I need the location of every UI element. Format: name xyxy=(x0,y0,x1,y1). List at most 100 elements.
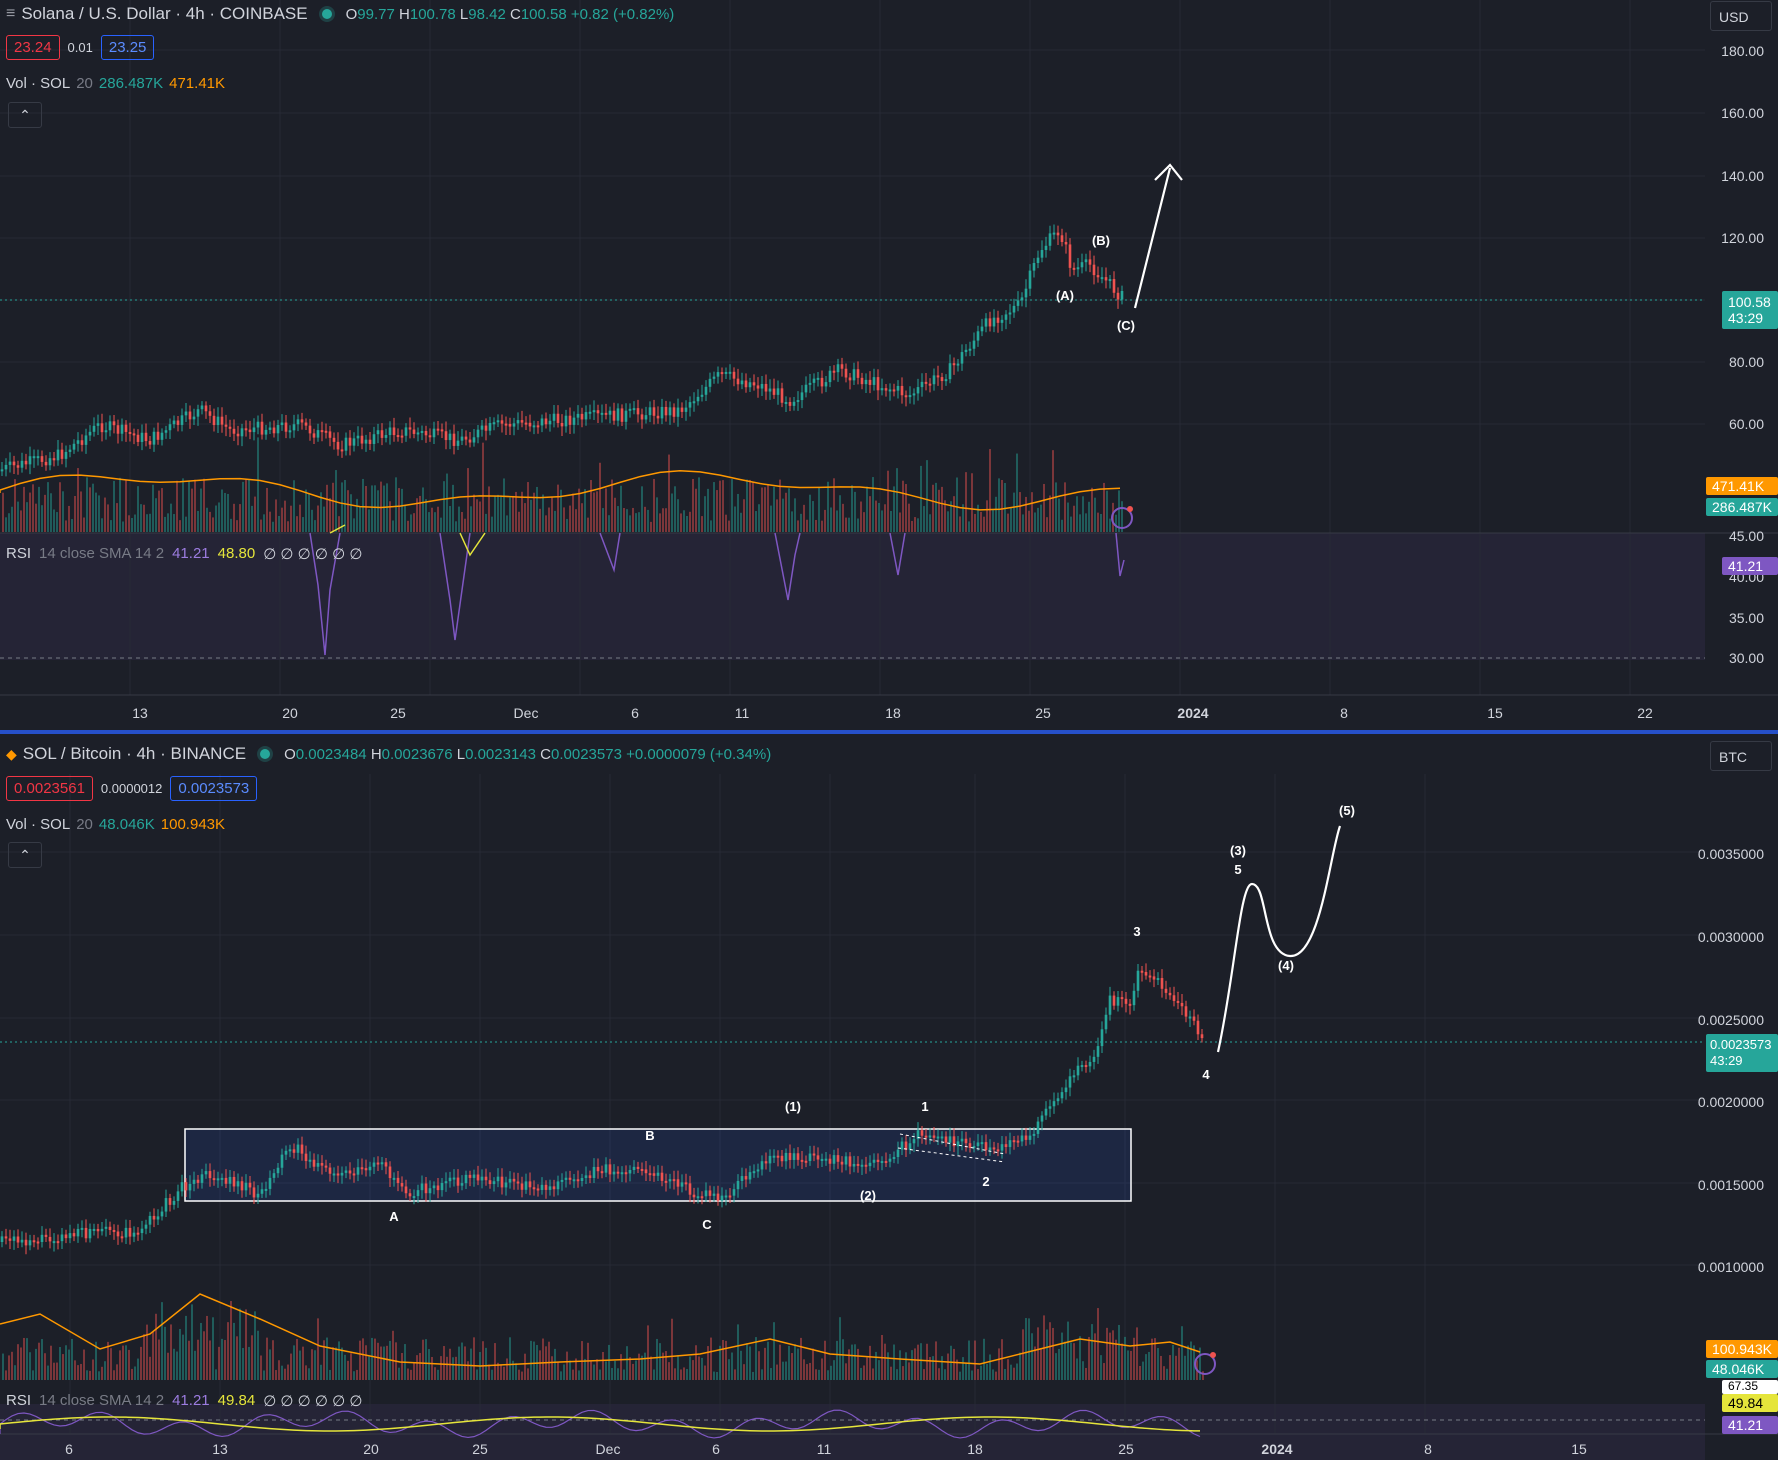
candle xyxy=(280,422,284,426)
candle xyxy=(1044,245,1048,251)
volume-bar xyxy=(695,1345,697,1380)
volume-bar xyxy=(269,511,271,532)
collapse-legend-button[interactable]: ⌃ xyxy=(8,102,42,128)
buy-price-button[interactable]: 0.0023573 xyxy=(170,776,258,801)
volume-bar xyxy=(11,1351,13,1380)
sell-price-button[interactable]: 23.24 xyxy=(6,35,60,60)
wave-label: (2) xyxy=(860,1188,876,1203)
volume-bar xyxy=(809,494,811,532)
candle xyxy=(372,1162,376,1167)
candle xyxy=(608,410,612,415)
candle xyxy=(636,1166,640,1169)
symbol-legend[interactable]: ≡ Solana / U.S. Dollar · 4h · COINBASE O… xyxy=(6,4,674,24)
candle xyxy=(908,1143,912,1150)
volume-bar xyxy=(584,489,586,532)
candle xyxy=(1032,262,1036,271)
candle xyxy=(616,408,620,421)
volume-bar xyxy=(635,513,637,532)
volume-bar xyxy=(575,509,577,532)
candle xyxy=(232,428,236,434)
candle xyxy=(684,407,688,412)
volume-bar xyxy=(521,491,523,532)
volume-bar xyxy=(356,1369,358,1380)
volume-bar xyxy=(50,493,52,532)
price-axis-label: 35.00 xyxy=(1728,610,1764,626)
candle xyxy=(80,440,84,445)
symbol-legend[interactable]: ◆ SOL / Bitcoin · 4h · BINANCE O0.002348… xyxy=(6,744,771,764)
volume-bar xyxy=(1010,1364,1012,1380)
candle xyxy=(640,414,644,420)
chart-pane-sol-btc[interactable]: A B C (1) (2) 1 2 3 4 (3) 5 (4) (5) ◆ SOL / Bitcoin … xyxy=(0,734,1778,1460)
rsi-legend[interactable]: RSI 14 close SMA 14 2 41.21 48.80 ∅ ∅ ∅ … xyxy=(6,545,363,563)
volume-bar xyxy=(194,479,196,532)
time-axis-label: 13 xyxy=(212,1441,228,1457)
buy-price-button[interactable]: 23.25 xyxy=(100,35,155,60)
volume-bar xyxy=(632,507,634,532)
volume-bar xyxy=(107,504,109,532)
wave-label: (C) xyxy=(1117,318,1135,333)
currency-selector[interactable]: USD xyxy=(1710,1,1772,31)
volume-bar xyxy=(725,514,727,532)
candle xyxy=(1028,270,1032,289)
volume-bar xyxy=(674,486,676,532)
volume-bar xyxy=(626,1346,628,1380)
rsi-legend[interactable]: RSI 14 close SMA 14 2 41.21 49.84 ∅ ∅ ∅ … xyxy=(6,1392,363,1410)
currency-selector[interactable]: BTC xyxy=(1710,741,1772,771)
volume-legend[interactable]: Vol · SOL 20 48.046K 100.943K xyxy=(6,816,226,833)
volume-bar xyxy=(1145,1354,1147,1380)
candle xyxy=(476,429,480,438)
candle xyxy=(140,1228,144,1234)
volume-bar xyxy=(1022,1329,1024,1380)
candle xyxy=(792,401,796,406)
volume-bar xyxy=(1049,495,1051,532)
volume-legend[interactable]: Vol · SOL 20 286.487K 471.41K xyxy=(6,75,226,92)
volume-bar xyxy=(1079,514,1081,532)
pane-separator[interactable] xyxy=(0,730,1778,734)
volume-tag: 286.487K xyxy=(1706,498,1778,516)
volume-bar xyxy=(551,497,553,532)
candle xyxy=(1152,976,1156,980)
collapse-legend-button[interactable]: ⌃ xyxy=(8,842,42,868)
volume-bar xyxy=(365,485,367,532)
volume-bar xyxy=(605,488,607,532)
sol-usd-chart-canvas[interactable]: (A) (B) (C) xyxy=(0,0,1778,730)
volume-bar xyxy=(551,1356,553,1380)
volume-bar xyxy=(359,1340,361,1380)
time-axis-label: Dec xyxy=(595,1441,621,1457)
volume-bar xyxy=(1160,1355,1162,1380)
candle xyxy=(844,1156,848,1165)
volume-bar xyxy=(290,505,292,532)
candle xyxy=(1072,267,1076,270)
volume-bar xyxy=(500,495,502,532)
chart-pane-sol-usd[interactable]: (A) (B) (C) ≡ Solana / U.S. Dollar · 4h · … xyxy=(0,0,1778,730)
candle xyxy=(64,1234,68,1239)
candle xyxy=(824,1158,828,1161)
volume-bar xyxy=(1028,1318,1030,1380)
candle xyxy=(520,1183,524,1190)
symbol-title[interactable]: SOL / Bitcoin · 4h · BINANCE xyxy=(22,744,247,763)
volume-bar xyxy=(485,1347,487,1380)
volume-bar xyxy=(752,481,754,532)
candle xyxy=(68,1233,72,1239)
volume-bar xyxy=(35,1348,37,1380)
sell-price-button[interactable]: 0.0023561 xyxy=(6,776,93,801)
candle xyxy=(256,421,260,428)
volume-bar xyxy=(443,1346,445,1380)
candle xyxy=(756,385,760,389)
sol-btc-chart-canvas[interactable]: A B C (1) (2) 1 2 3 4 (3) 5 (4) (5) xyxy=(0,734,1778,1460)
candle xyxy=(472,1174,476,1178)
volume-bar xyxy=(1100,1355,1102,1380)
candle xyxy=(76,1228,80,1237)
volume-bar xyxy=(1181,1326,1183,1380)
price-axis-label: 0.0025000 xyxy=(1697,1012,1764,1028)
volume-bar xyxy=(560,1371,562,1380)
candle xyxy=(916,387,920,394)
volume-bar xyxy=(14,1365,16,1380)
menu-icon[interactable]: ≡ xyxy=(6,5,16,22)
volume-bar xyxy=(392,1330,394,1380)
candle xyxy=(240,1181,244,1191)
volume-bar xyxy=(902,480,904,532)
symbol-title[interactable]: Solana / U.S. Dollar · 4h · COINBASE xyxy=(21,4,308,23)
volume-bar xyxy=(665,1351,667,1380)
candle xyxy=(12,1236,16,1241)
